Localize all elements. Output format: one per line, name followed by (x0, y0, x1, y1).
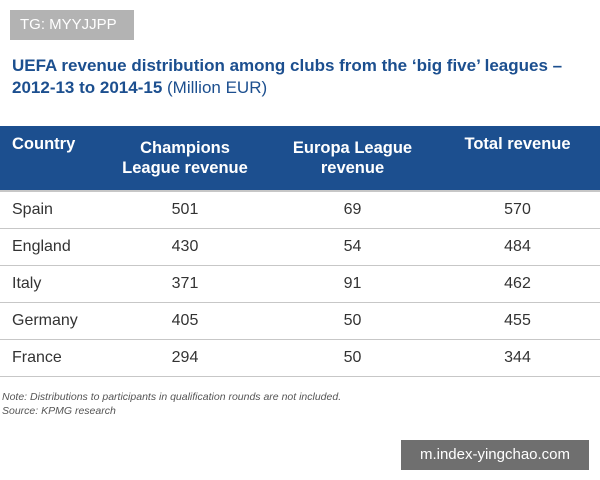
revenue-table: Country Champions League revenue Europa … (0, 126, 600, 377)
header-el-line1: Europa League (292, 139, 413, 157)
cell-champions-league: 371 (100, 265, 270, 303)
header-country-line1: Country (12, 135, 76, 153)
watermark: m.index-yingchao.com (401, 440, 589, 470)
cell-europa-league: 50 (270, 339, 435, 377)
cell-total: 344 (435, 339, 600, 377)
chart-title: UEFA revenue distribution among clubs fr… (12, 55, 592, 99)
header-total-line1: Total revenue (464, 135, 571, 153)
header-cl-line2: League revenue (122, 159, 248, 177)
footnote: Note: Distributions to participants in q… (2, 390, 341, 418)
cell-europa-league: 69 (270, 190, 435, 229)
cell-country: Germany (0, 302, 100, 340)
note-line: Note: Distributions to participants in q… (2, 391, 342, 403)
table-row: England 430 54 484 (0, 228, 600, 266)
cell-champions-league: 501 (100, 190, 270, 229)
table-row: France 294 50 344 (0, 339, 600, 377)
table-row: Italy 371 91 462 (0, 265, 600, 303)
cell-champions-league: 430 (100, 228, 270, 266)
cell-country: England (0, 228, 100, 266)
header-el-line2: revenue (320, 159, 385, 177)
header-total-revenue: Total revenue (435, 126, 600, 191)
cell-country: Italy (0, 265, 100, 303)
cell-country: France (0, 339, 100, 377)
cell-europa-league: 50 (270, 302, 435, 340)
header-country: Country (0, 126, 100, 191)
cell-country: Spain (0, 190, 100, 229)
cell-champions-league: 294 (100, 339, 270, 377)
table-row: Spain 501 69 570 (0, 190, 600, 229)
header-cl-line1: Champions (140, 139, 230, 157)
cell-champions-league: 405 (100, 302, 270, 340)
table-row: Germany 405 50 455 (0, 302, 600, 340)
cell-total: 570 (435, 190, 600, 229)
cell-total: 484 (435, 228, 600, 266)
cell-europa-league: 54 (270, 228, 435, 266)
header-champions-league: Champions League revenue (100, 126, 270, 191)
source-line: Source: KPMG research (2, 405, 116, 417)
header-europa-league: Europa League revenue (270, 126, 435, 191)
table-header-row: Country Champions League revenue Europa … (0, 126, 600, 191)
tag-label: TG: MYYJJPP (10, 10, 134, 40)
cell-total: 455 (435, 302, 600, 340)
title-unit: (Million EUR) (167, 78, 268, 97)
cell-europa-league: 91 (270, 265, 435, 303)
cell-total: 462 (435, 265, 600, 303)
title-main: UEFA revenue distribution among clubs fr… (12, 56, 563, 97)
